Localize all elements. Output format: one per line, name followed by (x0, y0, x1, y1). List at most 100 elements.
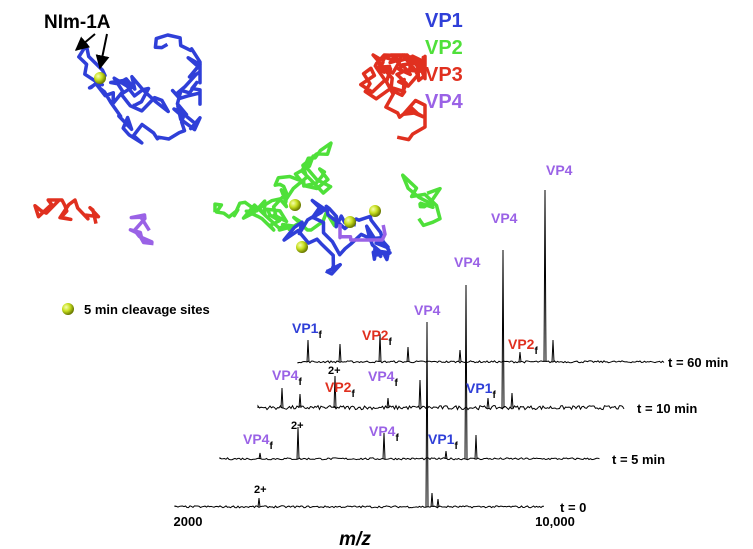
backbone (128, 213, 154, 246)
legend-label: VP2 (425, 37, 463, 59)
peak (486, 397, 490, 409)
peak (425, 321, 429, 508)
peak-label: 2+ (254, 484, 267, 496)
peak (258, 452, 262, 460)
annotation: NIm-1A (44, 12, 111, 33)
peak-label: VP4f (369, 423, 399, 444)
legend-label: VP4 (425, 91, 464, 113)
peak (296, 426, 300, 460)
peak-label-sub: f (388, 337, 392, 348)
peak (464, 284, 468, 460)
peak (436, 498, 440, 508)
peak (501, 249, 505, 409)
sphere-key: 5 min cleavage sites (84, 302, 210, 317)
cleavage-site (369, 205, 381, 217)
spectrum-baseline (297, 360, 665, 364)
arrow (95, 33, 110, 70)
peak-label: VP4f (243, 431, 273, 452)
backbone (33, 198, 101, 224)
peak (518, 351, 522, 363)
peak (306, 339, 310, 363)
trace-label: t = 10 min (637, 401, 697, 416)
backbone (213, 141, 337, 232)
x-axis-label: m/z (339, 529, 371, 549)
peak-label-text: 2+ (254, 484, 267, 496)
peak-label: VP4 (414, 302, 441, 318)
peak (338, 343, 342, 363)
peak-label-sub: f (492, 390, 496, 401)
backbone (400, 173, 442, 228)
peak-label: VP2f (325, 379, 355, 400)
peak-label: VP1f (292, 320, 322, 341)
peak-label: 2+ (328, 365, 341, 377)
legend-label: VP1 (425, 10, 463, 32)
backbone (338, 224, 387, 242)
cleavage-site (289, 199, 301, 211)
peak-label-text: VP1 (466, 380, 493, 396)
peak-label: VP4f (272, 367, 302, 388)
peak (543, 189, 547, 363)
trace-label: t = 0 (560, 500, 586, 515)
peak-label-text: VP4 (414, 302, 441, 318)
sphere-key-icon (62, 303, 74, 315)
peak (418, 379, 422, 409)
peak (257, 497, 261, 508)
protein-structure (33, 33, 442, 276)
cleavage-site (94, 72, 106, 84)
peak-label-text: VP2 (508, 336, 535, 352)
x-start: 2000 (174, 514, 203, 529)
peak-label: VP4f (368, 368, 398, 389)
peak-label-text: VP4 (546, 162, 573, 178)
spectrum-baseline (174, 505, 545, 509)
spectra (174, 189, 665, 509)
peak (474, 434, 478, 460)
peak-label-text: VP1 (292, 320, 319, 336)
spectrum-baseline (219, 456, 600, 461)
legend-label: VP3 (425, 64, 463, 86)
peak-label-sub: f (395, 433, 399, 444)
peak-label: 2+ (291, 420, 304, 432)
peak-label-sub: f (269, 441, 273, 452)
x-end: 10,000 (535, 514, 575, 529)
peak-label-text: VP2 (362, 327, 389, 343)
peak (458, 349, 462, 363)
peak-label-text: VP1 (428, 431, 455, 447)
peak (386, 397, 390, 409)
peak (333, 375, 337, 409)
peak (298, 393, 302, 409)
peak-label-text: VP2 (325, 379, 352, 395)
peak-label-sub: f (534, 346, 538, 357)
cleavage-site (344, 216, 356, 228)
peak-label: VP2f (508, 336, 538, 357)
backbone (282, 198, 392, 276)
peak (382, 432, 386, 460)
backbone (359, 53, 427, 142)
peak-label-sub: f (454, 441, 458, 452)
spectrum-baseline (257, 404, 625, 411)
backbone (77, 33, 202, 145)
peak-label-text: VP4 (491, 210, 518, 226)
trace-label: t = 5 min (612, 452, 665, 467)
peak (551, 339, 555, 363)
arrow (74, 33, 96, 51)
peak-label: VP4 (491, 210, 518, 226)
peak-label-sub: f (318, 330, 322, 341)
peak-label-sub: f (351, 389, 355, 400)
peak-label-text: VP4 (243, 431, 270, 447)
cleavage-site (296, 241, 308, 253)
peak-label-text: 2+ (291, 420, 304, 432)
peak-label-text: VP4 (454, 254, 481, 270)
peak (378, 333, 382, 363)
peak (280, 387, 284, 409)
peak-label-sub: f (298, 377, 302, 388)
peak (430, 492, 434, 508)
peak-label-text: 2+ (328, 365, 341, 377)
peak-label: VP4 (454, 254, 481, 270)
peak-label-sub: f (394, 378, 398, 389)
peak (510, 392, 514, 409)
peak-label: VP1f (466, 380, 496, 401)
peak-label-text: VP4 (272, 367, 299, 383)
peak-label-text: VP4 (368, 368, 395, 384)
peak-label-text: VP4 (369, 423, 396, 439)
